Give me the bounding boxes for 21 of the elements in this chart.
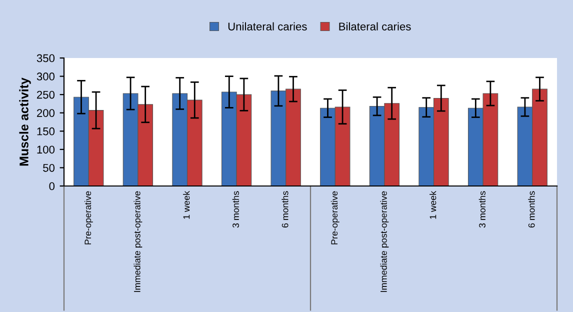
y-axis-title: Muscle activity bbox=[19, 78, 31, 166]
x-tick-label: 3 months bbox=[232, 191, 239, 228]
y-tick-label: 50 bbox=[43, 164, 55, 172]
x-tick-label: 3 months bbox=[478, 191, 486, 228]
y-tick-label: 200 bbox=[36, 109, 55, 117]
y-tick-label: 300 bbox=[36, 72, 55, 80]
x-tick-label: Pre-operative bbox=[84, 191, 93, 244]
legend-label: Bilateral caries bbox=[339, 22, 411, 30]
y-tick-label: 100 bbox=[37, 146, 55, 154]
x-tick-label: 1 week bbox=[183, 190, 190, 219]
x-tick-label: Immediate post-operative bbox=[380, 191, 389, 292]
x-tick-label: 1 week bbox=[430, 190, 436, 219]
legend-label: Unilateral caries bbox=[228, 22, 307, 30]
y-tick-label: 0 bbox=[49, 182, 55, 190]
x-tick-label: 6 months bbox=[528, 191, 535, 228]
y-tick-label: 150 bbox=[37, 127, 55, 136]
y-tick-label: 250 bbox=[36, 90, 55, 99]
y-tick-label: 350 bbox=[36, 54, 55, 62]
x-tick-label: Pre-operative bbox=[330, 191, 340, 244]
x-tick-label: Immediate post-operative bbox=[134, 191, 142, 292]
x-tick-label: 6 months bbox=[282, 191, 288, 228]
